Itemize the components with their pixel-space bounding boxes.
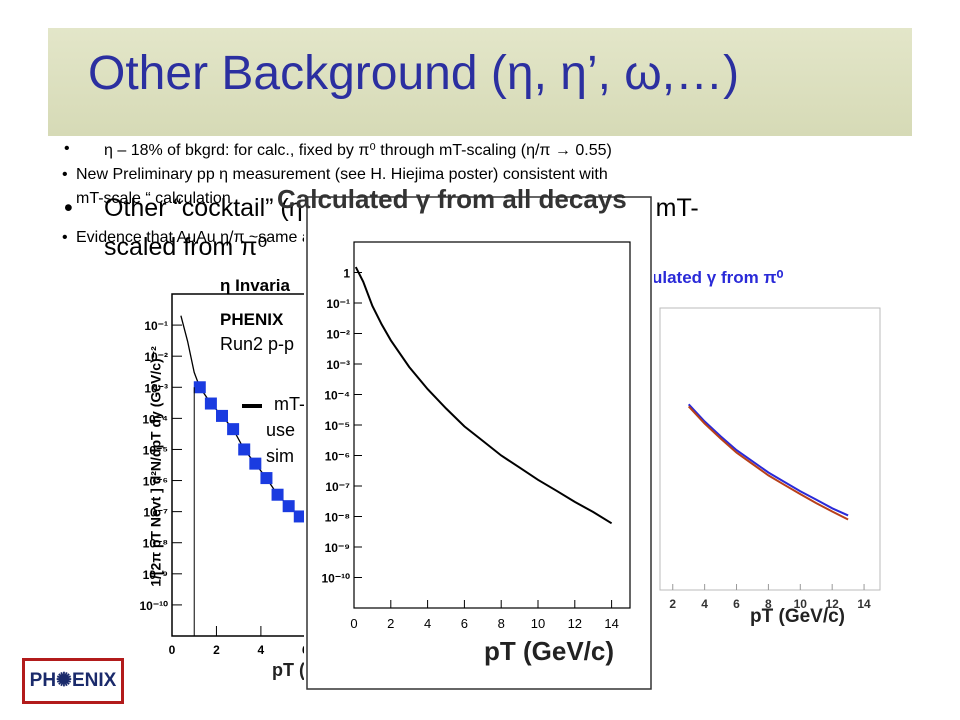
plot-center: 1 10⁻¹ 10⁻² 10⁻³ 10⁻⁴ 10⁻⁵ 10⁻⁶ 10⁻⁷ 10⁻⁸ 10⁻⁹ 10⁻… [277, 184, 654, 692]
plot-center-x-tick-label: 14 [604, 616, 618, 631]
plot-left-legend-1: mT- [274, 394, 305, 414]
plot-center-y-tick-label: 10⁻⁶ [325, 450, 350, 464]
plot-right-xlabel: pT (GeV/c) [750, 606, 846, 627]
plot-left-data-point [227, 423, 240, 436]
plot-left-data-point [260, 472, 273, 485]
plot-left-data-point [271, 488, 284, 501]
bullet-2: • New Preliminary pp η measurement (see H… [62, 166, 608, 183]
plot-left-y-tick-label: 10⁻⁸ [143, 537, 168, 551]
plot-center-curve [354, 266, 613, 525]
plot-center-x-tick-label: 2 [387, 616, 394, 631]
plot-right-x-tick-label: 12 [825, 597, 839, 611]
plot-center-y-tick-label: 10⁻⁷ [325, 480, 350, 494]
plot-left-y-tick-label: 10⁻⁹ [143, 568, 168, 582]
plot-center-x-tick-label: 10 [531, 616, 545, 631]
plot-center-x-tick-label: 6 [461, 616, 468, 631]
bullet-2-cont-text: mT-scale “ calculation [76, 190, 231, 207]
bullet-2-text: New Preliminary pp η measurement (see H.… [76, 166, 608, 183]
plot-left-data-point [293, 510, 306, 523]
plot-left-experiment: PHENIX [220, 310, 284, 329]
plot-left-title: η Invaria [220, 276, 290, 295]
plot-center-x-tick-label: 4 [424, 616, 431, 631]
plot-left-legend-3: sim [266, 446, 294, 466]
plot-center-y-tick-label: 10⁻⁵ [325, 419, 350, 433]
plot-right-series-line [687, 405, 849, 521]
plot-left-ylabel: 1/[2π pT Nevt ] d²N/dpT dy (GeV/c)⁻² [147, 346, 164, 587]
plot-left-y-tick-label: 10⁻⁶ [143, 475, 168, 489]
plot-right-x-tick-label: 6 [733, 597, 740, 611]
plot-center-x-ticks: 0 2 4 6 8 10 12 14 [350, 600, 619, 631]
plot-right-x-tick-label: 10 [794, 597, 808, 611]
plot-left-data-point [282, 500, 295, 513]
plot-left-y-tick-label: 10⁻² [144, 350, 168, 364]
plot-center-y-tick-label: 10⁻¹ [326, 297, 350, 311]
plot-center-y-tick-label: 10⁻⁴ [324, 389, 350, 403]
plot-right-svg: 2 4 6 8 10 12 14 [659, 307, 881, 611]
plot-right-x-tick-label: 4 [701, 597, 708, 611]
plot-left-y-tick-label: 10⁻⁷ [143, 506, 168, 520]
plot-center-x-tick-label: 12 [568, 616, 582, 631]
plot-right-x-tick-label: 8 [765, 597, 772, 611]
plot-left-y-tick-label: 10⁻⁴ [142, 412, 168, 426]
plot-left-y-tick-label: 10⁻⁵ [143, 443, 168, 457]
plot-center-y-tick-label: 10⁻¹⁰ [322, 572, 351, 586]
plot-left-y-tick-label: 10⁻³ [144, 381, 168, 395]
plot-left-data-point [204, 397, 217, 410]
plot-right-curves [687, 403, 849, 521]
plot-left-x-tick-label: 2 [213, 643, 220, 657]
plot-center-y-tick-label: 10⁻² [326, 328, 350, 342]
title-band [48, 28, 912, 136]
plot-right-x-ticks: 2 4 6 8 10 12 14 [669, 584, 871, 611]
plot-left-legend-2: use [266, 420, 296, 440]
plot-left-y-tick-label: 10⁻¹⁰ [140, 599, 169, 613]
plot-center-x-tick-label: 0 [350, 616, 357, 631]
plot-center-title: Calculated γ from all decays [277, 184, 627, 214]
plot-center-x-tick-label: 8 [498, 616, 505, 631]
plot-center-y-tick-label: 10⁻⁹ [325, 541, 350, 555]
plot-left-data-point [193, 381, 206, 394]
plot-left-y-ticks: 10⁻¹ 10⁻² 10⁻³ 10⁻⁴ 10⁻⁵ 10⁻⁶ 10⁻⁷ 10⁻⁸ 10⁻⁹ 10⁻¹… [140, 319, 182, 613]
plot-left-data-point [216, 409, 228, 422]
plot-center-y-tick-label: 10⁻³ [326, 358, 350, 372]
big-bullet-line2: scaled from π⁰ [104, 233, 268, 261]
plot-right-series-line [687, 403, 849, 517]
plot-left-x-tick-label: 0 [169, 643, 176, 657]
plot-center-y-ticks: 1 10⁻¹ 10⁻² 10⁻³ 10⁻⁴ 10⁻⁵ 10⁻⁶ 10⁻⁷ 10⁻⁸ 10⁻⁹ 10⁻… [322, 267, 362, 586]
bullet-1: • η – 18% of bkgrd: for calc., fixed by π… [64, 140, 612, 159]
plot-left-data-point [249, 457, 262, 470]
plot-right-x-tick-label: 14 [857, 597, 871, 611]
bullet-2-cont: mT-scale “ calculation [76, 190, 231, 208]
slide-title: Other Background (η, η’, ω,…) [88, 47, 740, 100]
plot-left-y-tick-label: 10⁻¹ [144, 319, 168, 333]
bullet-1-text: η – 18% of bkgrd: for calc., fixed by π⁰… [104, 142, 612, 159]
plot-center-y-tick-label: 1 [343, 267, 350, 281]
plot-center-svg: 1 10⁻¹ 10⁻² 10⁻³ 10⁻⁴ 10⁻⁵ 10⁻⁶ 10⁻⁷ 10⁻⁸ 10⁻⁹ 10⁻… [306, 196, 652, 690]
plot-left-run: Run2 p-p [220, 334, 295, 354]
plot-left-x-tick-label: 4 [258, 643, 265, 657]
phenix-logo: PH✺ENIX [22, 658, 124, 704]
plot-left-points [193, 381, 306, 636]
plot-center-xlabel: pT (GeV/c) [484, 636, 615, 666]
plot-right-x-tick-label: 2 [669, 597, 676, 611]
plot-center-y-tick-label: 10⁻⁸ [325, 511, 350, 525]
plot-left-data-point [238, 443, 251, 456]
plot-right-title: ulated γ from π⁰ [652, 268, 784, 287]
